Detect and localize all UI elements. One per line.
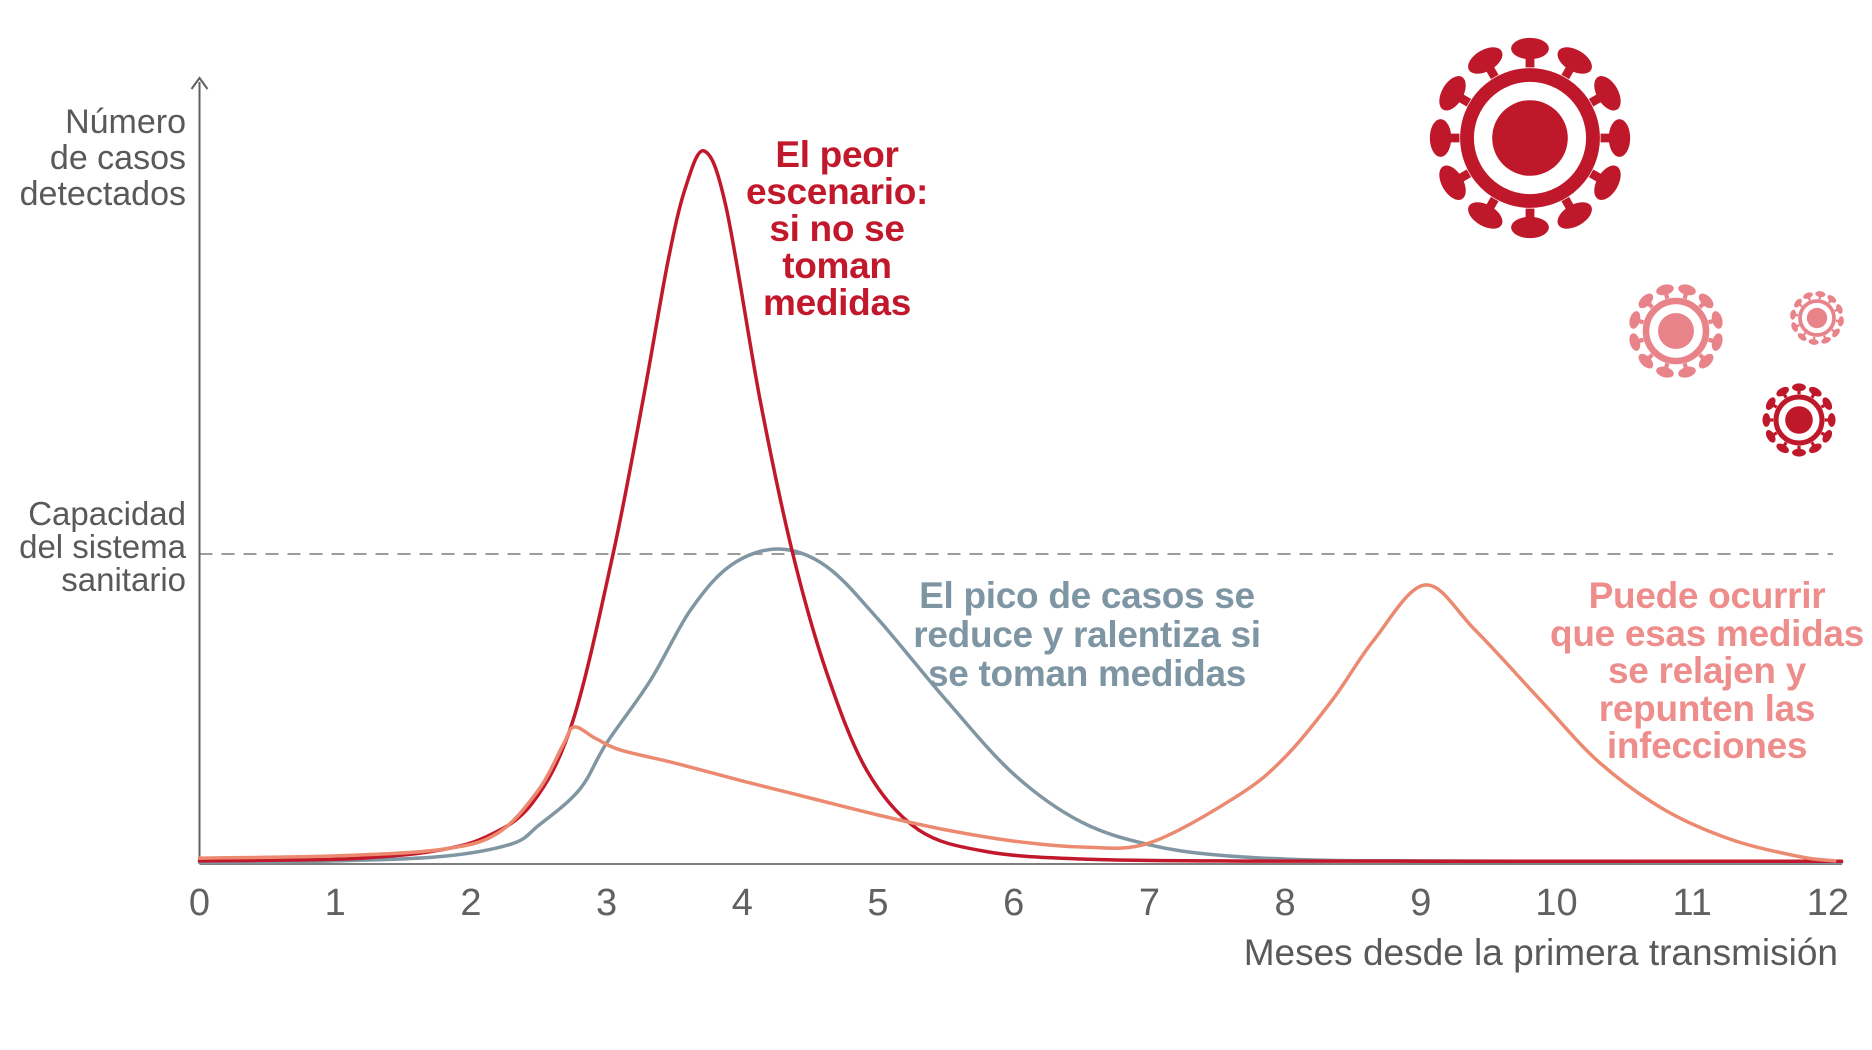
y-axis-arrow-icon <box>190 76 209 90</box>
annotation-measures-relaxed: Puede ocurrir que esas medidas se relaje… <box>1550 575 1864 766</box>
x-tick-3: 3 <box>596 882 618 924</box>
annotation-with-measures: El pico de casos se reduce y ralentiza s… <box>913 575 1261 694</box>
curve-measures-relaxed <box>197 583 1837 863</box>
x-axis-title: Meses desde la primera transmisión <box>1243 932 1838 973</box>
x-tick-11: 11 <box>1672 882 1712 924</box>
y-axis-label: Número de casos detectados <box>19 103 186 213</box>
virus-icon-small-pink <box>1790 291 1844 345</box>
x-tick-4: 4 <box>731 882 753 924</box>
x-tick-8: 8 <box>1274 882 1296 924</box>
x-tick-9: 9 <box>1410 882 1432 924</box>
x-tick-5: 5 <box>867 882 889 924</box>
capacity-line-label: Capacidad del sistema sanitario <box>19 495 186 598</box>
x-tick-10: 10 <box>1535 882 1578 924</box>
annotation-worst-case: El peor escenario: si no se toman medida… <box>745 134 929 323</box>
x-tick-1: 1 <box>324 882 346 924</box>
x-tick-6: 6 <box>1003 882 1025 924</box>
virus-icon-medium-pink <box>1629 284 1723 378</box>
virus-icon-large <box>1429 37 1631 239</box>
x-tick-0: 0 <box>188 882 211 924</box>
curve-with-measures <box>197 547 1844 864</box>
x-tick-2: 2 <box>460 882 482 924</box>
x-tick-12: 12 <box>1806 882 1850 924</box>
virus-icon-small-dark <box>1762 383 1836 457</box>
x-tick-7: 7 <box>1138 882 1160 924</box>
